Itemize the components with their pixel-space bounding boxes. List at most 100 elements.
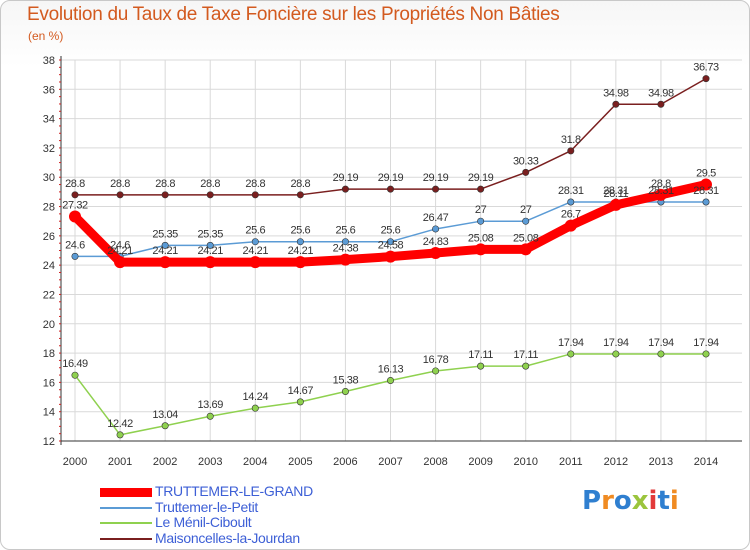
data-point (522, 217, 530, 225)
data-label: 13.04 (152, 409, 178, 421)
y-tick-label: 16 (43, 377, 55, 389)
data-label: 36.73 (693, 62, 719, 74)
data-label: 30.33 (513, 155, 539, 167)
data-point (384, 250, 397, 263)
data-point (567, 147, 575, 155)
data-label: 28.8 (290, 178, 310, 190)
y-tick-label: 32 (43, 143, 55, 155)
data-label: 28.8 (110, 178, 130, 190)
data-label: 17.11 (513, 349, 538, 361)
proxiti-logo: Proxiti (582, 486, 679, 516)
y-tick-label: 30 (43, 172, 55, 184)
data-point (69, 210, 81, 223)
data-point (386, 185, 394, 193)
logo-letter: o (613, 486, 632, 516)
data-label: 29.19 (378, 172, 404, 184)
x-tick-label: 2007 (378, 456, 402, 468)
x-tick-label: 2008 (423, 456, 447, 468)
data-point (206, 241, 214, 249)
y-tick-label: 36 (43, 84, 55, 96)
data-label: 28.8 (651, 178, 671, 190)
data-label: 28.11 (603, 188, 628, 200)
data-point (609, 198, 622, 211)
data-point (519, 243, 532, 256)
data-point (477, 217, 485, 225)
data-point (612, 100, 620, 108)
data-label: 13.69 (197, 399, 223, 411)
data-point (339, 253, 352, 266)
data-label: 28.8 (155, 178, 175, 190)
legend-label: TRUTTEMER-LE-GRAND (155, 483, 313, 499)
data-point (114, 256, 127, 269)
legend-swatch (100, 506, 152, 509)
data-label: 27 (475, 204, 487, 216)
logo-letter: x (631, 486, 649, 516)
y-tick-label: 12 (43, 436, 55, 448)
data-point (702, 198, 710, 206)
data-label: 24.21 (197, 245, 223, 257)
y-tick-label: 28 (43, 202, 55, 214)
data-label: 17.94 (558, 337, 584, 349)
data-point (116, 191, 124, 199)
data-point (477, 362, 485, 370)
x-tick-label: 2010 (513, 456, 537, 468)
x-tick-label: 2003 (198, 456, 222, 468)
data-point (71, 252, 79, 260)
data-label: 28.31 (648, 185, 674, 197)
x-tick-label: 2014 (694, 456, 718, 468)
legend-label: Maisoncelles-la-Jourdan (155, 529, 300, 546)
data-point (204, 256, 217, 269)
data-label: 28.31 (558, 185, 584, 197)
data-point (567, 198, 575, 206)
data-point (341, 238, 349, 246)
data-label: 25.35 (152, 228, 178, 240)
data-point (251, 404, 259, 412)
data-point (116, 431, 124, 439)
data-point (341, 387, 349, 395)
x-tick-label: 2004 (243, 456, 267, 468)
data-label: 28.8 (245, 178, 265, 190)
data-point (477, 185, 485, 193)
data-point (386, 376, 394, 384)
y-tick-label: 34 (43, 114, 55, 126)
y-tick-label: 38 (43, 55, 55, 67)
data-label: 25.35 (197, 228, 223, 240)
data-point (564, 219, 577, 232)
data-label: 26.47 (423, 212, 449, 224)
data-point (341, 185, 349, 193)
data-label: 16.49 (62, 358, 88, 370)
legend-label: Le Ménil-Ciboult (155, 514, 252, 530)
data-label: 16.13 (378, 363, 404, 375)
data-label: 24.21 (288, 245, 314, 257)
x-tick-label: 2009 (468, 456, 492, 468)
x-tick-label: 2013 (649, 456, 673, 468)
data-label: 25.6 (290, 225, 310, 237)
data-label: 31.8 (561, 134, 581, 146)
data-point (612, 350, 620, 358)
data-point (71, 191, 79, 199)
data-point (294, 256, 307, 269)
x-tick-label: 2002 (153, 456, 177, 468)
y-tick-label: 20 (43, 319, 55, 331)
y-unit-label: (en %) (28, 29, 64, 43)
data-label: 14.67 (288, 385, 314, 397)
data-label: 28.8 (200, 178, 220, 190)
data-point (432, 225, 440, 233)
data-label: 12.42 (107, 418, 133, 430)
data-label: 17.11 (468, 349, 493, 361)
data-label: 27.32 (62, 200, 88, 212)
data-point (654, 188, 667, 201)
data-label: 24.6 (110, 239, 130, 251)
data-label: 17.94 (648, 337, 674, 349)
data-point (657, 350, 665, 358)
data-point (386, 238, 394, 246)
data-point (159, 256, 172, 269)
data-point (432, 185, 440, 193)
data-label: 25.6 (336, 225, 356, 237)
data-label: 28.8 (65, 178, 85, 190)
data-point (522, 168, 530, 176)
data-label: 34.98 (603, 87, 629, 99)
x-tick-label: 2001 (108, 456, 132, 468)
x-tick-label: 2005 (288, 456, 312, 468)
